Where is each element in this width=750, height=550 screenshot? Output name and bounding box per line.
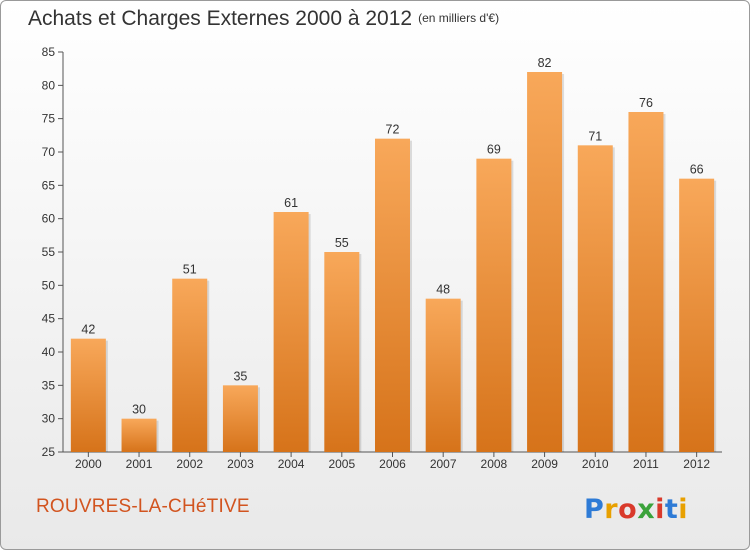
logo-letter: i: [678, 494, 688, 525]
logo-letter: r: [604, 494, 618, 525]
chart-title-text: Achats et Charges Externes 2000 à 2012: [28, 7, 413, 30]
bar-value-label: 51: [183, 263, 197, 277]
logo-letter: o: [618, 494, 637, 525]
bar-value-label: 76: [639, 96, 653, 110]
bar-value-label: 82: [538, 56, 552, 70]
chart-bars: [70, 72, 717, 453]
x-tick-label: 2008: [481, 457, 508, 471]
y-tick-label: 30: [42, 412, 56, 426]
bar: [425, 298, 461, 452]
bar-value-label: 42: [81, 323, 95, 337]
bar-value-label: 61: [284, 196, 298, 210]
x-tick-label: 2005: [328, 457, 355, 471]
y-tick-label: 60: [42, 212, 56, 226]
logo-letter: P: [584, 494, 604, 525]
bar-value-label: 69: [487, 143, 501, 157]
x-tick-label: 2001: [126, 457, 153, 471]
y-tick-label: 80: [42, 78, 56, 92]
proxiti-logo: Proxiti: [584, 494, 688, 525]
bar-value-label: 72: [386, 123, 400, 137]
chart-title: Achats et Charges Externes 2000 à 2012 (e…: [28, 7, 499, 31]
bar: [577, 145, 613, 453]
y-tick-label: 70: [42, 145, 56, 159]
x-tick-label: 2010: [582, 457, 609, 471]
bar: [172, 278, 208, 452]
bar-value-label: 71: [588, 129, 602, 143]
bar-value-label: 48: [436, 283, 450, 297]
svg-text:Proxiti: Proxiti: [584, 494, 688, 525]
commune-name: ROUVRES-LA-CHéTIVE: [36, 496, 250, 517]
x-tick-label: 2003: [227, 457, 254, 471]
y-tick-label: 50: [42, 278, 56, 292]
x-tick-label: 2009: [531, 457, 558, 471]
y-tick-label: 25: [42, 445, 56, 459]
bar-value-label: 55: [335, 236, 349, 250]
y-tick-label: 85: [42, 45, 56, 59]
bar: [527, 72, 563, 452]
bar: [375, 138, 410, 452]
bar-value-label: 30: [132, 403, 146, 417]
y-tick-label: 35: [42, 378, 56, 392]
y-tick-label: 65: [42, 178, 56, 192]
x-tick-label: 2011: [633, 457, 659, 471]
bar: [679, 178, 715, 452]
x-tick-label: 2006: [379, 457, 406, 471]
x-tick-label: 2007: [430, 457, 457, 471]
bar: [476, 158, 512, 452]
chart-unit-note: (en milliers d'€): [418, 11, 500, 25]
x-tick-label: 2012: [683, 457, 710, 471]
x-tick-label: 2000: [75, 457, 102, 471]
y-tick-label: 45: [42, 312, 56, 326]
bar-value-label: 66: [690, 163, 704, 177]
logo-letter: x: [637, 494, 655, 525]
bar: [70, 338, 106, 452]
y-tick-label: 75: [42, 112, 56, 126]
bar: [273, 212, 309, 452]
bar: [222, 385, 258, 452]
bar-value-label: 35: [233, 369, 247, 383]
logo-letter: t: [665, 494, 678, 525]
bar: [628, 112, 664, 452]
y-tick-label: 40: [42, 345, 56, 359]
bar: [324, 252, 360, 452]
bar: [121, 418, 157, 452]
y-tick-label: 55: [42, 245, 56, 259]
chart-labels: 42 2000 30 2001 51 2002 35 2003 61 2004 55 2005 72 20…: [75, 56, 710, 471]
x-tick-label: 2002: [176, 457, 203, 471]
logo-letter: i: [655, 494, 665, 525]
x-tick-label: 2004: [278, 457, 305, 471]
